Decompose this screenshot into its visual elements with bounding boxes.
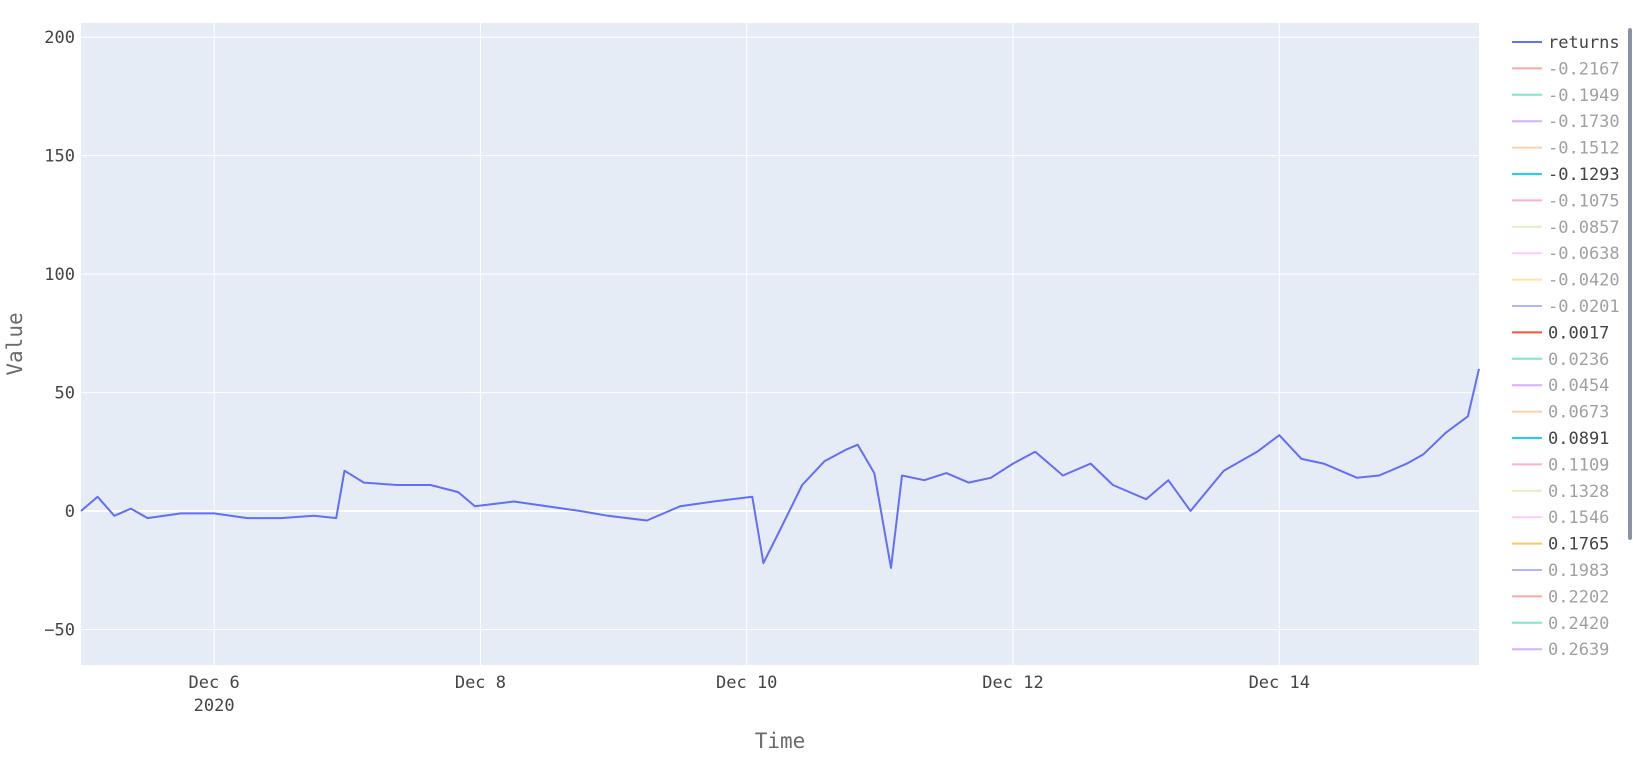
legend-label: 0.0891: [1548, 429, 1609, 449]
legend-label: 0.0673: [1548, 403, 1609, 423]
x-tick-label: Dec 6: [189, 673, 240, 693]
y-tick-label: 50: [55, 384, 75, 404]
legend-item[interactable]: returns: [1512, 33, 1620, 53]
legend-item[interactable]: -0.1730: [1512, 112, 1620, 132]
legend-item[interactable]: 0.0017: [1512, 323, 1609, 343]
legend-item[interactable]: 0.0236: [1512, 350, 1609, 370]
y-tick-label: −50: [44, 620, 75, 640]
x-tick-label: Dec 10: [716, 673, 777, 693]
legend-label: -0.0638: [1548, 244, 1620, 264]
legend-item[interactable]: 0.1546: [1512, 508, 1609, 528]
x-tick-label: Dec 14: [1249, 673, 1310, 693]
legend-item[interactable]: 0.1328: [1512, 482, 1609, 502]
x-tick-label: Dec 12: [982, 673, 1043, 693]
legend-item[interactable]: 0.0891: [1512, 429, 1609, 449]
legend-label: -0.1293: [1548, 165, 1620, 185]
legend-label: -0.1075: [1548, 191, 1620, 211]
legend-label: -0.1512: [1548, 139, 1620, 159]
legend-label: -0.2167: [1548, 59, 1620, 79]
legend-item[interactable]: -0.1949: [1512, 86, 1620, 106]
y-tick-label: 150: [44, 147, 75, 167]
x-tick-sublabel: 2020: [194, 696, 235, 716]
legend-item[interactable]: 0.2639: [1512, 640, 1609, 660]
legend-label: 0.2202: [1548, 587, 1609, 607]
legend-label: 0.0017: [1548, 323, 1609, 343]
x-axis-title: Time: [755, 729, 806, 753]
y-axis-title: Value: [3, 312, 27, 375]
legend-label: 0.1546: [1548, 508, 1609, 528]
legend-label: -0.1730: [1548, 112, 1620, 132]
series-line-returns: [80, 368, 1480, 569]
legend-label: returns: [1548, 33, 1620, 53]
plot-background: [81, 23, 1479, 665]
legend-label: 0.2420: [1548, 614, 1609, 634]
y-tick-label: 200: [44, 28, 75, 48]
legend-item[interactable]: -0.1512: [1512, 139, 1620, 159]
legend-label: 0.1328: [1548, 482, 1609, 502]
y-tick-labels: −50 0 50 100 150 200: [44, 28, 75, 640]
legend-label: -0.1949: [1548, 86, 1620, 106]
legend-item[interactable]: -0.1293: [1512, 165, 1620, 185]
legend-item[interactable]: 0.1765: [1512, 535, 1609, 555]
legend-item[interactable]: -0.0857: [1512, 218, 1620, 238]
x-tick-labels: Dec 6 2020 Dec 8 Dec 10 Dec 12 Dec 14: [189, 673, 1310, 716]
legend-label: 0.0236: [1548, 350, 1609, 370]
legend-item[interactable]: -0.0420: [1512, 271, 1620, 291]
legend-label: 0.0454: [1548, 376, 1609, 396]
y-tick-label: 100: [44, 265, 75, 285]
legend-item[interactable]: -0.1075: [1512, 191, 1620, 211]
legend-label: 0.1109: [1548, 455, 1609, 475]
legend-item[interactable]: 0.0673: [1512, 403, 1609, 423]
legend-label: -0.0857: [1548, 218, 1620, 238]
legend-item[interactable]: 0.1109: [1512, 455, 1609, 475]
legend-label: 0.2639: [1548, 640, 1609, 660]
legend-label: -0.0201: [1548, 297, 1620, 317]
legend-item[interactable]: 0.1983: [1512, 561, 1609, 581]
legend-item[interactable]: -0.0201: [1512, 297, 1620, 317]
legend-label: 0.1983: [1548, 561, 1609, 581]
legend-item[interactable]: 0.2202: [1512, 587, 1609, 607]
gridlines: [81, 23, 1479, 665]
y-tick-label: 0: [65, 502, 75, 522]
legend: returns -0.2167 -0.1949 -0.1730 -0.1512 -0.12…: [1512, 33, 1620, 660]
legend-item[interactable]: 0.0454: [1512, 376, 1609, 396]
legend-item[interactable]: -0.0638: [1512, 244, 1620, 264]
legend-label: -0.0420: [1548, 271, 1620, 291]
legend-label: 0.1765: [1548, 535, 1609, 555]
series-lines: [80, 368, 1480, 569]
x-tick-label: Dec 8: [455, 673, 506, 693]
legend-item[interactable]: 0.2420: [1512, 614, 1609, 634]
legend-scrollbar[interactable]: [1628, 28, 1632, 540]
legend-item[interactable]: -0.2167: [1512, 59, 1620, 79]
